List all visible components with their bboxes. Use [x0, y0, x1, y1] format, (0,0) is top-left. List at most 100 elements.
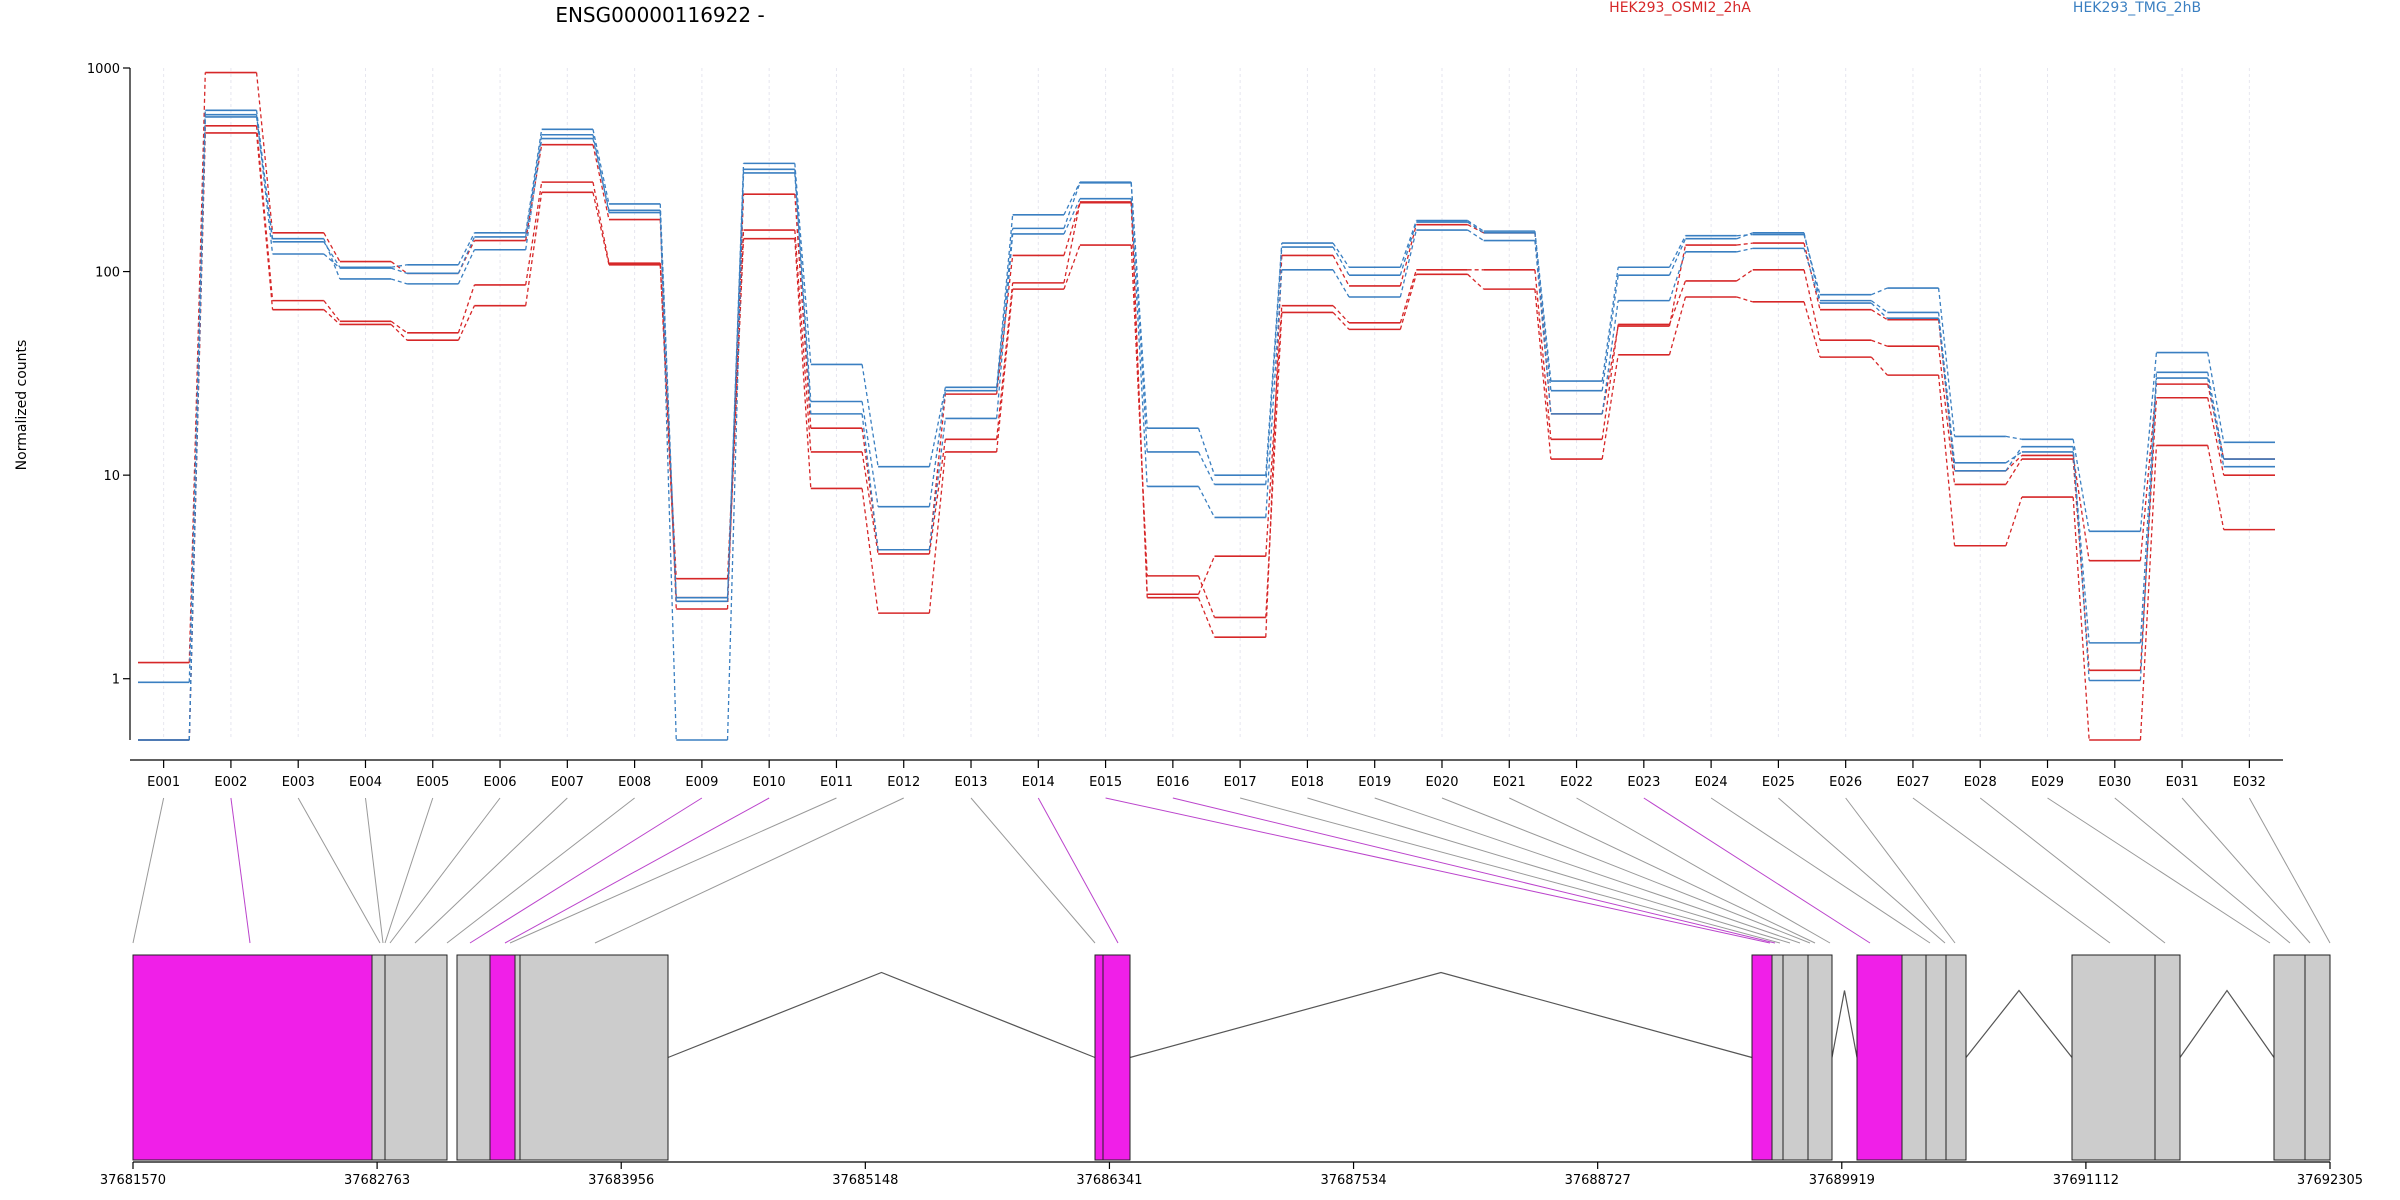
exon-block: [519, 954, 669, 1161]
series-connector: [525, 129, 543, 233]
exon-connector: [1441, 797, 1811, 944]
exon-block: [132, 954, 373, 1161]
series-connector: [1130, 245, 1148, 576]
exon-connector: [2248, 797, 2331, 944]
series-connector: [525, 192, 543, 306]
series-connector: [1063, 181, 1081, 216]
exon-block: [1771, 954, 1784, 1161]
series-connector: [1870, 300, 1888, 313]
series-connector: [1265, 246, 1283, 485]
series-connector: [1197, 555, 1216, 595]
x-tick-label: E025: [1762, 775, 1795, 790]
series-connector: [188, 110, 206, 683]
exon-connector: [1710, 797, 1931, 944]
series-connector: [2207, 397, 2225, 476]
intron-line: [1831, 990, 1858, 1058]
series-connector: [1870, 309, 1888, 321]
exon-block: [1945, 954, 1967, 1161]
series-connector: [2005, 446, 2023, 472]
series-connector: [390, 267, 408, 274]
series-connector: [1870, 356, 1888, 376]
exon-connector: [297, 797, 381, 944]
x-tick-label: E027: [1896, 775, 1929, 790]
y-tick-label: 100: [95, 266, 120, 281]
series-connector: [390, 320, 408, 334]
x-tick-label: E019: [1358, 775, 1391, 790]
series-connector: [1332, 242, 1350, 268]
x-tick-label: E008: [618, 775, 651, 790]
series-connector: [2005, 454, 2023, 472]
gene-model: [132, 954, 2331, 1161]
exon-block: [371, 954, 386, 1161]
exon-block: [1751, 954, 1773, 1161]
x-tick-label: E026: [1829, 775, 1862, 790]
series-connector: [659, 210, 677, 741]
x-tick-label: E015: [1089, 775, 1122, 790]
series-connector: [1197, 486, 1216, 518]
series-connector: [1197, 597, 1216, 638]
series-connector: [457, 249, 475, 285]
series-connector: [2139, 377, 2158, 681]
x-tick-label: E030: [2098, 775, 2131, 790]
series-connector: [996, 255, 1014, 395]
series-connector: [1265, 312, 1283, 618]
series-red: [138, 125, 2275, 741]
series-connector: [323, 300, 341, 322]
series-connector: [2139, 384, 2158, 561]
series-connector: [592, 134, 610, 213]
x-tick-label: E029: [2031, 775, 2064, 790]
exon-connector: [1576, 797, 1831, 944]
series-connector: [1399, 274, 1417, 330]
series-connector: [1803, 248, 1821, 304]
x-tick-label: E031: [2166, 775, 2199, 790]
exon-block: [2071, 954, 2156, 1161]
exon-connector: [1979, 797, 2166, 944]
series-connector: [255, 72, 274, 233]
exon-connector: [1172, 797, 1776, 944]
series-connector: [1130, 202, 1148, 595]
exon-connector: [2114, 797, 2291, 944]
exon-connector: [1374, 797, 1801, 944]
series-connector: [861, 428, 879, 550]
series-connector: [1803, 269, 1821, 341]
series-connector: [457, 240, 475, 274]
x-tick-label: E023: [1627, 775, 1660, 790]
series-connector: [323, 241, 341, 268]
series-connector: [1265, 243, 1283, 476]
series-connector: [525, 138, 543, 250]
series-connector: [928, 418, 947, 550]
exon-block: [514, 954, 521, 1161]
x-tick-label: E003: [282, 775, 315, 790]
series-blue: [138, 113, 2275, 741]
series-connector: [1063, 201, 1081, 256]
series-connector: [1601, 275, 1619, 391]
exon-block: [1807, 954, 1833, 1161]
x-tick-label: E004: [349, 775, 382, 790]
series-connector: [1803, 234, 1821, 295]
series-connector: [1467, 220, 1484, 232]
series-connector: [861, 488, 879, 614]
x-tick-label: E013: [955, 775, 988, 790]
series-connector: [1803, 232, 1821, 301]
series-connector: [1668, 235, 1687, 268]
exon-connector: [469, 797, 703, 944]
exon-block: [1856, 954, 1903, 1161]
series-connector: [1399, 220, 1417, 268]
intron-line: [2179, 989, 2275, 1058]
y-tick-label: 10: [103, 469, 120, 484]
x-tick-label: E006: [484, 775, 517, 790]
legend-label-blue: HEK293_TMG_2hB: [2073, 0, 2201, 16]
genomic-axis: 37681570 37682763 37683956 37685148 37686341…: [100, 1161, 2363, 1188]
series-connector: [1467, 229, 1484, 242]
y-tick-label: 1000: [87, 62, 120, 77]
exon-connector: [384, 797, 434, 944]
series-connector: [1063, 202, 1081, 284]
series-connector: [1399, 221, 1417, 276]
series-connector: [188, 72, 206, 663]
exon-connector: [509, 797, 837, 944]
series-blue: [138, 116, 2275, 741]
series-connector: [996, 289, 1014, 453]
x-tick-label: E011: [820, 775, 853, 790]
series-connector: [1937, 287, 1956, 437]
